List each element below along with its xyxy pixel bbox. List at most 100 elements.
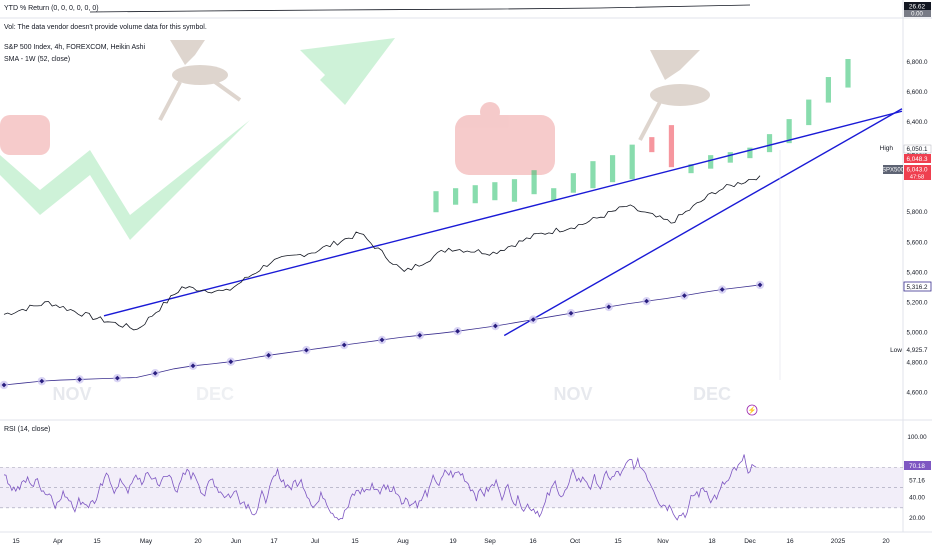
- reindeer-icon: [172, 65, 228, 85]
- time-tick: Jul: [311, 538, 320, 545]
- time-tick: 15: [614, 538, 622, 545]
- time-tick: May: [140, 538, 153, 545]
- price-tick: 5,800.0: [906, 209, 928, 216]
- sma-diamond: [379, 337, 385, 343]
- sma-diamond: [304, 347, 309, 353]
- channel-lower-line[interactable]: [503, 108, 903, 337]
- reindeer-decoration-right: [455, 50, 710, 175]
- reindeer-icon: [650, 84, 710, 106]
- projection-candles: [433, 59, 851, 213]
- lightning-icon: ⚡: [748, 406, 757, 415]
- antlers-icon: [170, 40, 205, 65]
- sma-diamond: [115, 375, 120, 381]
- sma-diamond: [266, 352, 271, 358]
- sma-diamond: [530, 317, 536, 323]
- time-tick: Sep: [484, 538, 496, 545]
- sma-diamond: [228, 359, 234, 365]
- time-tick: 15: [12, 538, 20, 545]
- projection-candle: [433, 191, 439, 213]
- last-price-2-bg: [904, 165, 931, 173]
- sma-diamond: [493, 323, 498, 329]
- time-tick: 15: [93, 538, 101, 545]
- time-tick: 20: [882, 538, 890, 545]
- symbol-tag-bg: [883, 165, 903, 174]
- time-tick: 18: [708, 538, 716, 545]
- price-tick: 5,200.0: [906, 299, 928, 306]
- projection-candle: [845, 59, 851, 88]
- rsi-line: [3, 454, 757, 521]
- projection-candle: [590, 161, 596, 189]
- time-tick: 16: [529, 538, 537, 545]
- projection-candle: [570, 173, 576, 193]
- watermark-month: DEC: [693, 384, 731, 404]
- projection-candle: [806, 99, 812, 126]
- sma-diamond: [39, 378, 45, 384]
- price-tick: 5,600.0: [906, 239, 928, 246]
- volume-notice: Vol: The data vendor doesn't provide vol…: [4, 24, 207, 31]
- projection-candle: [492, 182, 498, 201]
- time-tick: Nov: [657, 538, 669, 545]
- projection-candle: [668, 125, 675, 168]
- reindeer-decoration-left: [0, 40, 242, 155]
- projection-candle: [472, 185, 478, 204]
- watermark-month: DEC: [196, 384, 234, 404]
- low-value: 4,925.7: [906, 347, 928, 354]
- price-tick: 5,000.0: [906, 329, 928, 336]
- sma-diamond: [190, 363, 196, 369]
- price-tick: 6,600.0: [906, 89, 928, 96]
- rsi-badge-bg: [904, 461, 931, 470]
- sma-value: 5,316.2: [906, 284, 928, 291]
- sma-diamond: [644, 298, 649, 304]
- sma-diamond: [682, 293, 687, 299]
- projection-candle: [747, 147, 753, 159]
- low-label: Low: [890, 347, 902, 354]
- time-axis: 15 Apr 15 May 20 Jun 17 Jul 15 Aug 19 Sep 16 Oct 15 Nov…: [12, 538, 890, 545]
- time-tick: 20: [194, 538, 202, 545]
- ytd-badge-zero: 0.00: [911, 12, 923, 18]
- projection-candle: [649, 137, 655, 153]
- sma-legend[interactable]: SMA - 1W (52, close): [4, 56, 71, 63]
- sma-diamond: [417, 332, 423, 338]
- rsi-tick: 100.00: [907, 434, 927, 441]
- price-tick: 6,800.0: [906, 59, 928, 66]
- projection-candle: [609, 155, 616, 183]
- projection-candle: [531, 170, 537, 195]
- projection-candle: [511, 179, 518, 202]
- sleigh-icon: [455, 115, 555, 175]
- ytd-title[interactable]: YTD % Return (0, 0, 0, 0, 0, 0): [4, 5, 99, 12]
- price-tick: 4,800.0: [906, 359, 928, 366]
- sma-diamond: [757, 282, 763, 288]
- alert-icon[interactable]: [746, 404, 758, 416]
- last-price-2-value: 6,043.0: [906, 167, 928, 174]
- rsi-value: 70.18: [909, 463, 925, 470]
- sma-diamond: [606, 304, 612, 310]
- rsi-tick: 57.16: [909, 477, 925, 484]
- last-price-badge-bg: [904, 154, 931, 163]
- watermark-month: NOV: [553, 384, 592, 404]
- projection-candle: [708, 155, 714, 169]
- countdown-bg: [904, 173, 931, 180]
- sma-diamond: [455, 328, 460, 334]
- last-price-value: 6,048.3: [906, 156, 928, 163]
- rsi-tick: 40.00: [909, 495, 925, 502]
- sma-diamond: [152, 370, 158, 376]
- watermark-month: NOV: [52, 384, 91, 404]
- high-badge-bg: [903, 144, 932, 154]
- rsi-legend[interactable]: RSI (14, close): [4, 426, 51, 433]
- price-tick: 6,400.0: [906, 119, 928, 126]
- projection-candle: [629, 144, 635, 180]
- channel-upper-line[interactable]: [103, 110, 903, 317]
- projection-candle: [551, 188, 557, 201]
- projection-candle: [786, 119, 792, 144]
- channel-lines: [103, 108, 903, 337]
- symbol-title[interactable]: S&P 500 Index, 4h, FOREXCOM, Heikin Ashi: [4, 44, 146, 51]
- antlers-icon: [650, 50, 700, 80]
- trend-arrow-icon: [0, 38, 395, 240]
- sma-diamond: [719, 287, 725, 292]
- projection-candle: [688, 164, 694, 174]
- price-series: [3, 175, 761, 331]
- time-tick: 2025: [831, 538, 846, 545]
